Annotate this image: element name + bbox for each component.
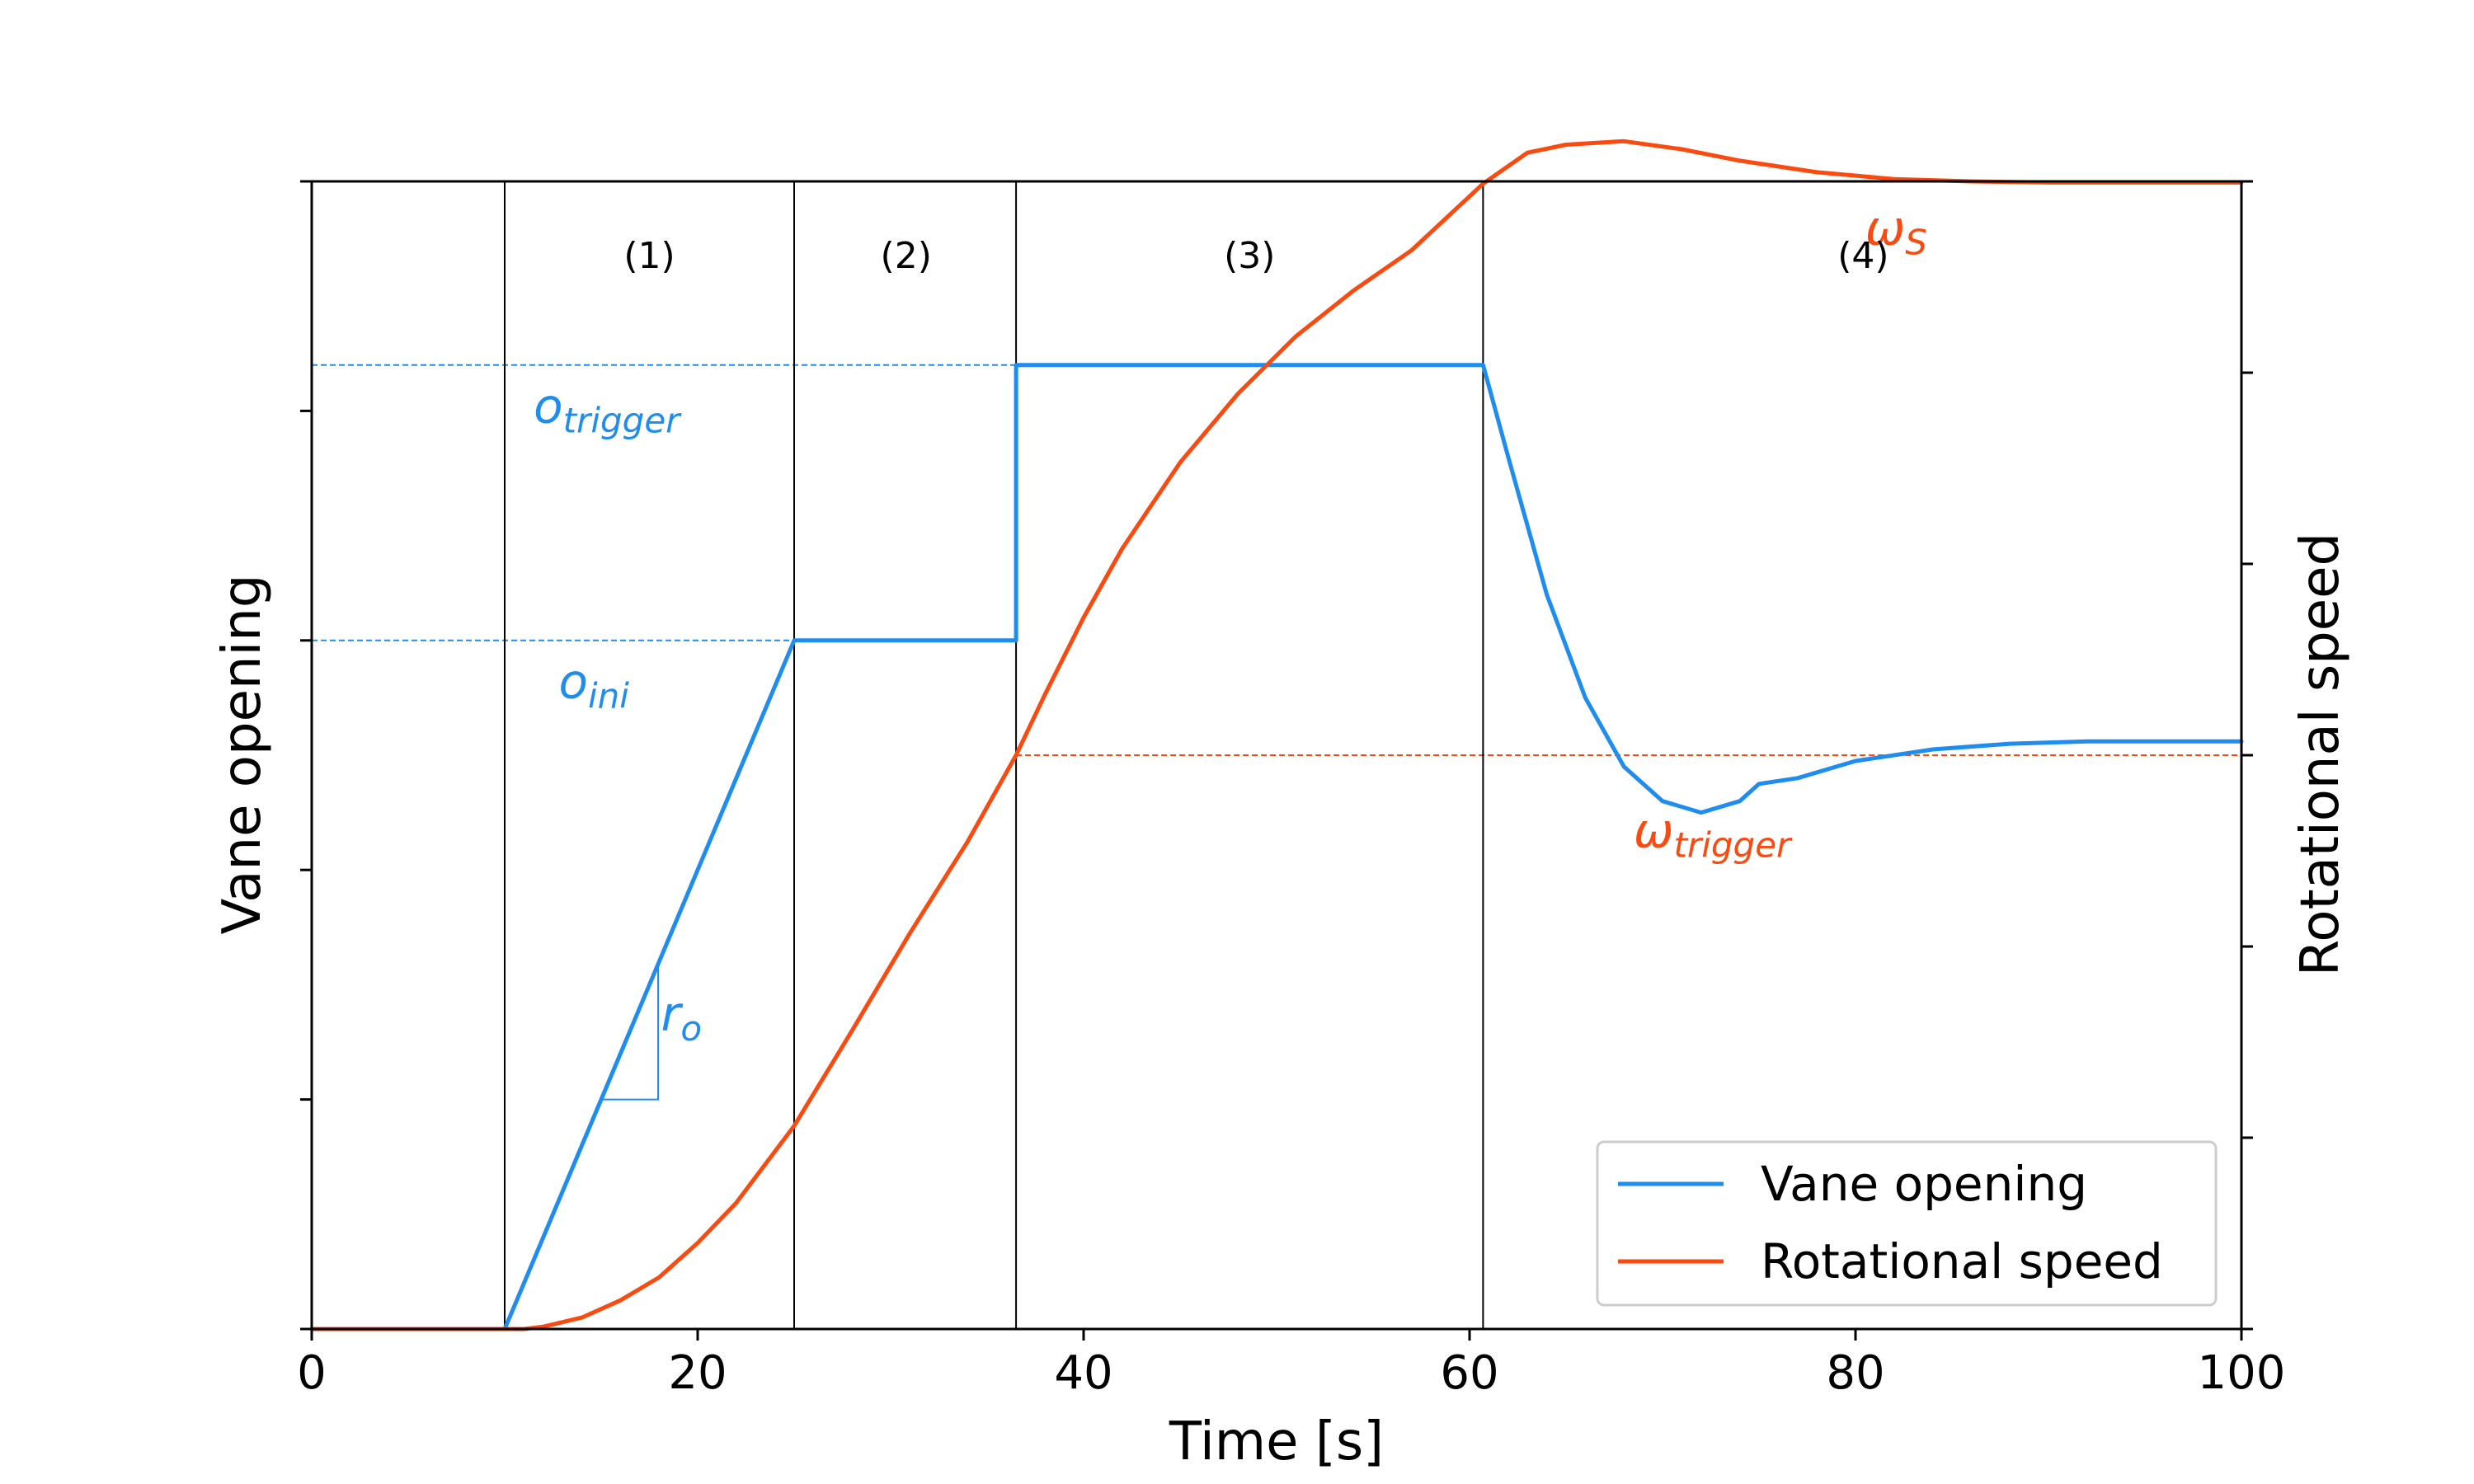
phase-label-2: (2) [881,235,932,277]
legend-box [1596,1140,2218,1307]
legend-vane-label: Vane opening [1761,1156,2087,1212]
annotations: otrigger oini ro ωS ωtrigger [534,200,1927,1101]
phase-label-4: (4) [1837,235,1888,277]
x-axis-label: Time [s] [1169,1411,1384,1472]
annotation-0: otrigger [534,378,682,440]
annotation-1: oini [559,653,630,716]
legend: Vane opening Rotational speed [1596,1140,2218,1307]
phase-labels: (1) (2) (3) (4) [623,235,1888,277]
series-line-vane-opening [309,363,2244,1331]
phase-label-1: (1) [623,235,675,277]
axes: 0 20 40 60 80 100 [297,180,2286,1400]
x-tick-label-0: 0 [297,1346,327,1400]
x-tick-label-4: 80 [1826,1346,1884,1400]
annotation-3: ωS [1865,200,1927,263]
phase-label-3: (3) [1224,235,1275,277]
x-tick-label-5: 100 [2198,1346,2286,1400]
annotation-4: ωtrigger [1634,802,1793,865]
reference-lines [312,181,2241,756]
slope-triangle [601,964,660,1101]
y-axis-label-left: Vane opening [212,575,273,935]
y-axis-label-right: Rotational speed [2290,533,2351,976]
series-line-rotational-speed [309,139,2244,1331]
series-layer [309,139,2244,1331]
legend-speed-label: Rotational speed [1761,1233,2163,1289]
annotation-2: ro [661,986,703,1049]
x-tick-label-3: 60 [1440,1346,1498,1400]
x-tick-label-2: 40 [1054,1346,1112,1400]
x-tick-label-1: 20 [668,1346,727,1400]
